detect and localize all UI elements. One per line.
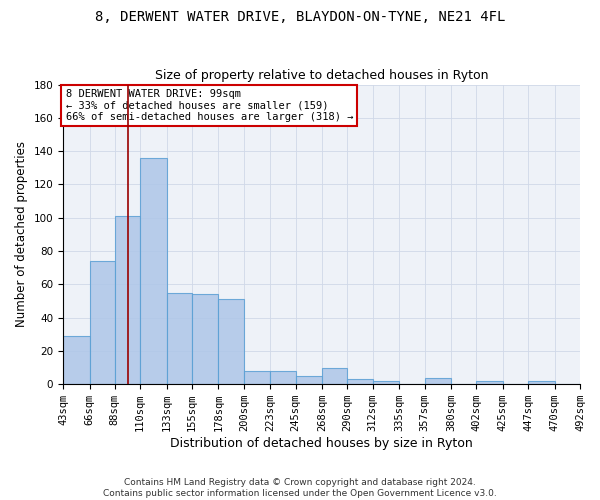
Bar — [218, 300, 244, 384]
Bar — [425, 378, 451, 384]
Bar — [140, 158, 167, 384]
Bar — [528, 381, 554, 384]
Text: Contains HM Land Registry data © Crown copyright and database right 2024.
Contai: Contains HM Land Registry data © Crown c… — [103, 478, 497, 498]
Bar — [63, 336, 89, 384]
Bar — [580, 381, 600, 384]
Bar — [192, 294, 218, 384]
Bar — [347, 379, 373, 384]
Bar — [244, 371, 270, 384]
Bar — [322, 368, 347, 384]
Bar — [296, 376, 322, 384]
Bar — [167, 292, 192, 384]
Bar — [115, 216, 140, 384]
Bar — [373, 381, 399, 384]
Text: 8 DERWENT WATER DRIVE: 99sqm
← 33% of detached houses are smaller (159)
66% of s: 8 DERWENT WATER DRIVE: 99sqm ← 33% of de… — [65, 89, 353, 122]
Bar — [476, 381, 503, 384]
Y-axis label: Number of detached properties: Number of detached properties — [15, 142, 28, 328]
Text: 8, DERWENT WATER DRIVE, BLAYDON-ON-TYNE, NE21 4FL: 8, DERWENT WATER DRIVE, BLAYDON-ON-TYNE,… — [95, 10, 505, 24]
Title: Size of property relative to detached houses in Ryton: Size of property relative to detached ho… — [155, 69, 488, 82]
Bar — [270, 371, 296, 384]
X-axis label: Distribution of detached houses by size in Ryton: Distribution of detached houses by size … — [170, 437, 473, 450]
Bar — [89, 261, 115, 384]
